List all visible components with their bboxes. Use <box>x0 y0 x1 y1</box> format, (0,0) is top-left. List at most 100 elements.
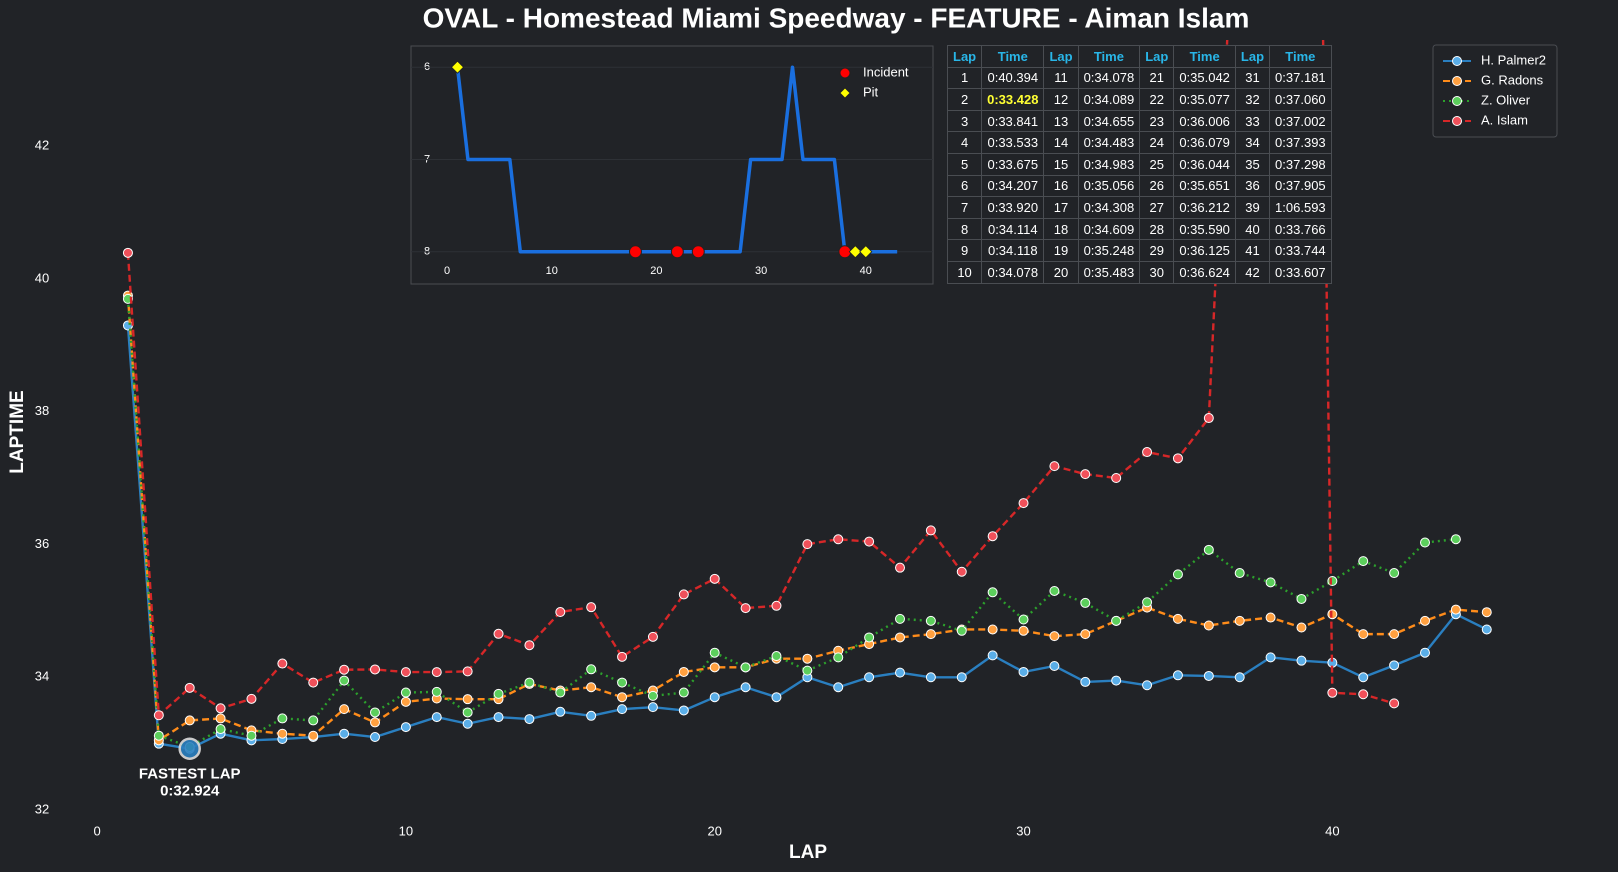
table-cell: 6 <box>946 174 983 198</box>
y-axis-label: LAPTIME <box>7 390 28 473</box>
data-point <box>1172 613 1183 624</box>
table-cell: 0:37.905 <box>1269 174 1332 198</box>
table-cell: 0:35.077 <box>1173 88 1236 111</box>
data-point <box>864 672 875 683</box>
data-point <box>691 245 705 259</box>
data-point <box>1389 629 1400 640</box>
data-point <box>1481 607 1492 618</box>
data-point <box>678 666 689 677</box>
table-row: 6 0:34.207 16 0:35.056 26 0:35.651 36 0:37.905 <box>946 174 1332 198</box>
data-point <box>1327 576 1338 587</box>
table-cell: 0:36.006 <box>1173 109 1236 133</box>
data-point <box>524 677 535 688</box>
data-point <box>740 662 751 673</box>
table-cell: 22 <box>1139 88 1175 111</box>
table-cell: 0:36.044 <box>1173 152 1236 176</box>
table-cell: 0:37.298 <box>1269 152 1332 176</box>
table-cell: 36 <box>1234 174 1271 198</box>
legend-label: Pit <box>863 84 879 99</box>
table-row: 4 0:33.533 14 0:34.483 24 0:36.079 34 0:37.393 <box>946 131 1332 154</box>
table-cell: 18 <box>1043 217 1079 241</box>
data-point <box>802 653 813 664</box>
table-cell: 19 <box>1043 239 1079 262</box>
data-point <box>215 724 226 735</box>
data-point <box>895 613 905 624</box>
inset-frame <box>410 45 934 285</box>
data-point <box>431 686 442 697</box>
table-cell: 33 <box>1234 109 1271 133</box>
x-tick-label: 10 <box>399 823 413 838</box>
data-point <box>524 640 535 651</box>
data-point <box>277 728 288 739</box>
table-cell: 0:33.675 <box>981 152 1045 176</box>
table-cell: 15 <box>1043 152 1079 176</box>
table-row: 5 0:33.675 15 0:34.983 25 0:36.044 35 0:37.298 <box>946 152 1332 176</box>
data-point <box>802 665 813 676</box>
table-cell: 0:33.766 <box>1269 217 1332 241</box>
data-point <box>1203 413 1214 424</box>
data-point <box>555 687 566 698</box>
data-point <box>1296 655 1307 666</box>
data-point <box>1111 615 1122 626</box>
data-point <box>709 573 720 584</box>
table-row: 3 0:33.841 13 0:34.655 23 0:36.006 33 0:37.002 <box>946 109 1332 133</box>
legend-label: H. Palmer2 <box>1481 52 1546 67</box>
table-cell: 0:35.483 <box>1077 260 1141 284</box>
data-point <box>555 607 566 618</box>
data-point <box>1296 593 1307 604</box>
table-cell: 1:06.593 <box>1269 196 1332 219</box>
data-point <box>925 525 936 536</box>
legend-marker <box>839 67 851 79</box>
data-point <box>400 667 411 678</box>
table-cell: 0:35.042 <box>1173 66 1236 90</box>
fastest-lap-label: FASTEST LAP <box>139 766 241 783</box>
data-point <box>462 694 473 705</box>
data-point <box>1234 615 1245 626</box>
table-cell: 0:34.089 <box>1077 88 1141 111</box>
series-line <box>126 325 1488 750</box>
data-point <box>617 677 628 688</box>
data-point <box>956 625 967 636</box>
data-point <box>215 713 226 724</box>
data-point <box>431 712 442 723</box>
table-cell: 1 <box>946 66 983 90</box>
data-point <box>586 602 597 613</box>
fastest-lap-time: 0:32.924 <box>160 783 220 800</box>
data-point <box>493 712 504 723</box>
table-cell: 0:34.983 <box>1077 152 1141 176</box>
data-point <box>339 675 350 686</box>
data-point <box>462 666 473 677</box>
data-point <box>308 730 319 741</box>
data-point <box>153 730 164 741</box>
x-tick-label: 20 <box>650 265 662 277</box>
data-point <box>925 672 936 683</box>
table-cell: 14 <box>1043 131 1079 154</box>
data-point <box>431 667 442 678</box>
data-point <box>370 732 380 743</box>
data-point <box>1420 615 1430 626</box>
data-point <box>524 714 535 725</box>
data-point <box>771 600 782 611</box>
data-point <box>987 587 998 598</box>
table-header-cell: Time <box>981 45 1045 68</box>
data-point <box>1172 670 1183 681</box>
data-point <box>628 245 642 259</box>
data-point <box>1172 453 1183 464</box>
data-point <box>1018 498 1029 509</box>
table-cell: 0:36.624 <box>1173 260 1236 284</box>
data-point <box>339 704 350 715</box>
table-cell: 42 <box>1234 260 1271 284</box>
table-cell: 0:34.207 <box>981 174 1045 198</box>
data-point <box>1420 537 1430 548</box>
plot-area <box>450 60 898 259</box>
data-point <box>1265 612 1276 623</box>
data-point <box>1018 614 1029 625</box>
table-cell: 16 <box>1043 174 1079 198</box>
table-cell: 0:33.533 <box>981 131 1045 154</box>
data-point <box>1358 689 1369 700</box>
data-point <box>678 687 689 698</box>
data-point <box>555 706 566 717</box>
data-point <box>1049 660 1060 671</box>
data-point <box>1142 447 1153 458</box>
